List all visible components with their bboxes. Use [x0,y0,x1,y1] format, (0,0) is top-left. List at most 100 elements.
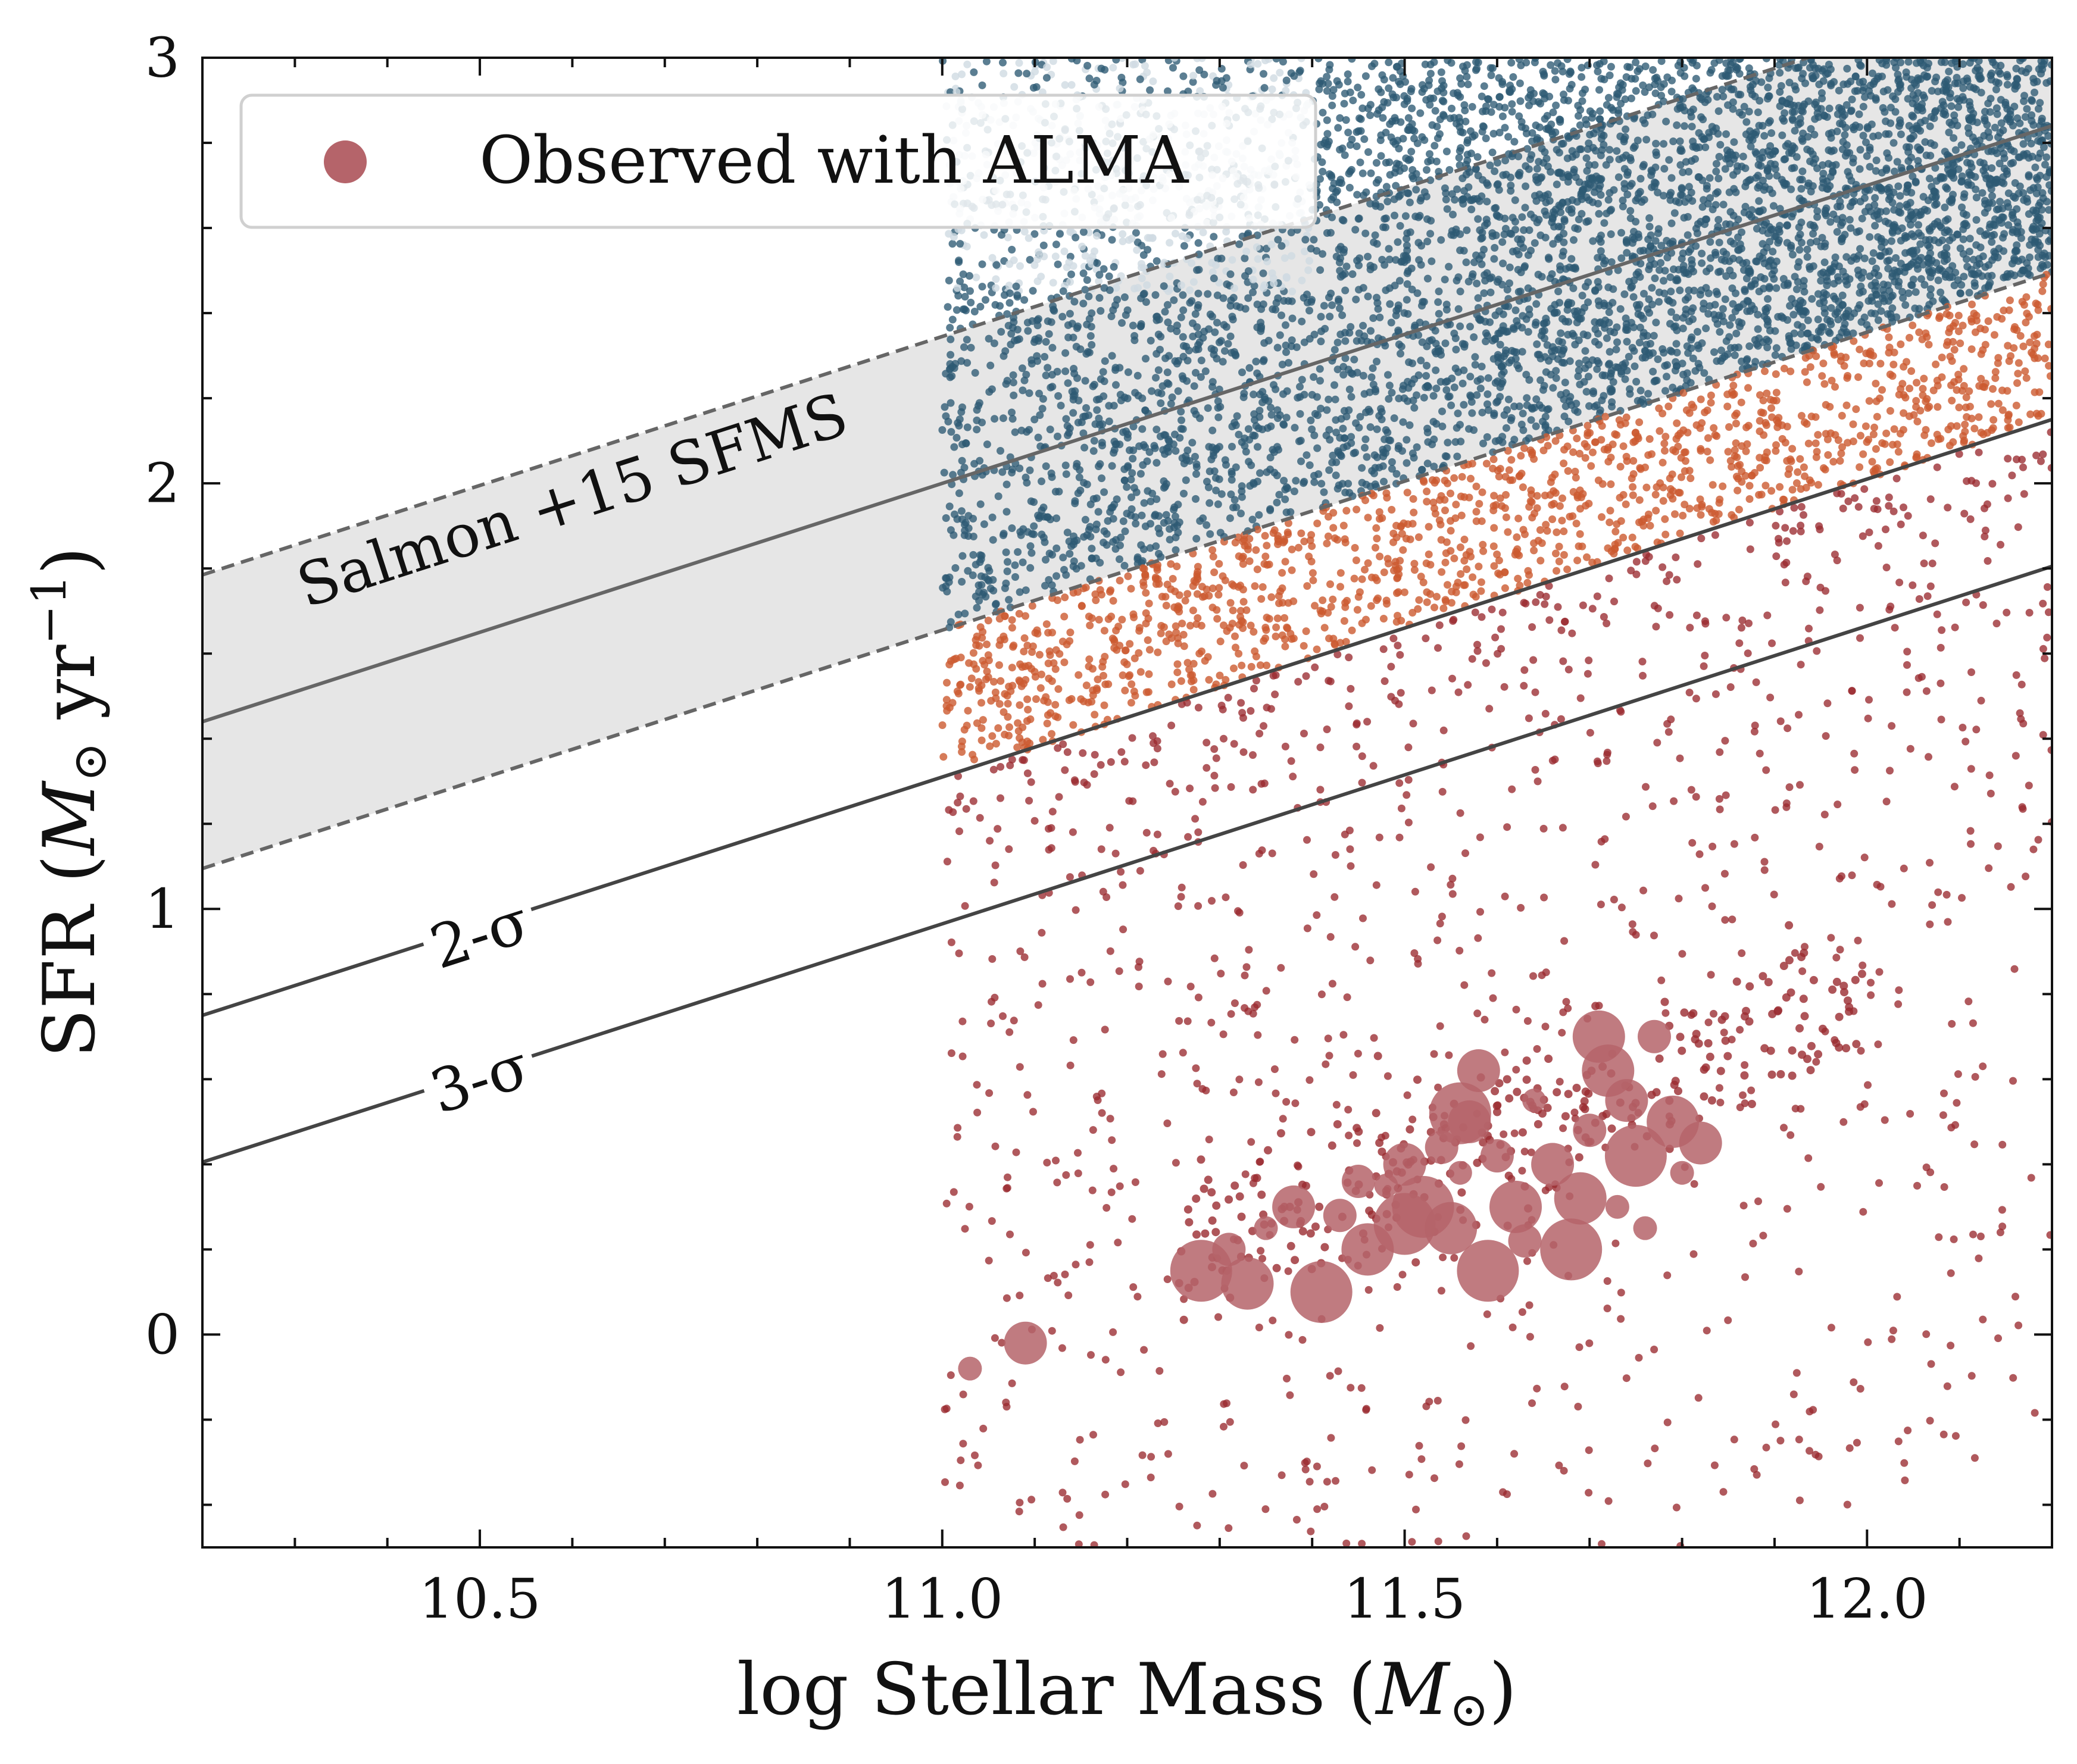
data-point [1395,192,1403,201]
data-point [1959,225,1967,233]
data-point [980,231,988,239]
data-point [1019,558,1027,567]
data-point [1566,357,1574,365]
data-point [1767,129,1776,137]
data-point [1189,71,1197,80]
data-point [1672,322,1680,330]
data-point [1553,146,1561,154]
data-point [1041,353,1049,361]
data-point [1672,340,1681,348]
data-point [1672,197,1680,205]
data-point [1741,202,1750,211]
data-point [1549,384,1557,392]
data-point [1789,311,1798,319]
data-point [1029,84,1038,92]
data-point [1838,301,1847,309]
data-point [1427,157,1435,165]
data-point [1260,70,1267,78]
data-point [1685,183,1693,191]
data-point [1404,377,1412,386]
data-point [1081,286,1089,294]
data-point [2003,167,2011,175]
data-point [1148,387,1155,395]
data-point [1628,318,1635,327]
data-point [1267,240,1276,249]
data-point [1910,232,1918,240]
data-point [1930,236,1938,245]
data-point [1554,168,1562,177]
data-point [1097,64,1105,73]
data-point [2038,206,2046,214]
data-point [1729,300,1737,308]
data-point [1136,75,1144,83]
data-point [1226,270,1235,279]
data-point [1138,425,1147,433]
data-point [1108,462,1116,470]
data-point [1815,80,1823,89]
data-point [1143,68,1151,77]
data-point [1655,288,1663,296]
data-point [1625,352,1633,361]
data-point [1645,351,1654,359]
data-point [1878,73,1886,80]
data-point [1827,134,1835,142]
data-point [1213,318,1221,327]
data-point [1269,305,1277,313]
data-point [1142,355,1150,363]
data-point [1116,85,1124,93]
data-point [1364,252,1372,261]
data-point [1156,432,1164,440]
data-point [1098,474,1105,483]
data-point [1754,311,1762,319]
data-point [1366,423,1375,431]
data-point [1611,363,1620,371]
data-point [1093,406,1101,414]
data-point [1931,164,1939,172]
data-point [1016,262,1024,270]
data-point [1722,272,1731,280]
data-point [1660,140,1667,148]
data-point [1272,385,1280,393]
data-point [1694,359,1703,368]
data-point [1912,124,1920,133]
data-point [1941,58,1949,66]
data-point [1093,232,1101,240]
data-point [1714,174,1723,183]
data-point [1013,291,1022,299]
data-point [2037,70,2045,78]
data-point [1385,245,1393,253]
data-point [1240,389,1248,398]
data-point [1934,276,1942,284]
data-point [1806,64,1814,72]
data-point [1317,77,1325,85]
data-point [1898,224,1906,232]
data-point [970,308,979,315]
data-point [1177,408,1185,416]
data-point [1194,289,1203,298]
data-point [1374,176,1382,184]
data-point [1636,247,1645,255]
data-point [1859,132,1867,140]
data-point [1469,133,1477,141]
data-point [1717,346,1725,355]
data-point [1645,223,1654,231]
data-point [1448,374,1456,383]
data-point [1912,179,1920,187]
data-point [1471,361,1479,369]
data-point [1328,92,1336,100]
data-point [1835,262,1843,270]
data-point [1686,245,1695,254]
data-point [1764,295,1772,303]
data-point [1141,62,1149,70]
data-point [1238,482,1246,490]
data-point [1008,408,1016,417]
data-point [945,276,953,284]
data-point [997,328,1005,336]
data-point [1552,374,1560,382]
data-point [1623,337,1631,346]
data-point [1095,294,1104,302]
data-point [941,403,949,411]
data-point [1430,462,1438,471]
data-point [1129,423,1138,431]
data-point [1466,391,1475,399]
